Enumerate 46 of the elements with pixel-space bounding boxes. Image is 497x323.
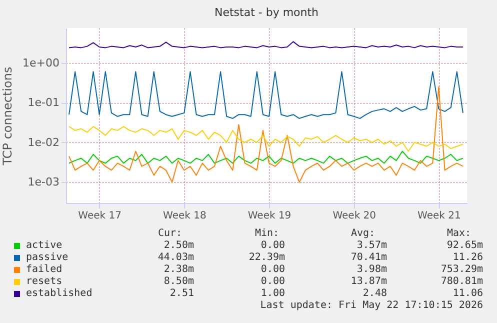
text: 2.51: [170, 288, 194, 300]
text: Max:: [447, 228, 472, 240]
x-tick-label: Week 19: [248, 210, 292, 222]
text: 11.06: [452, 288, 483, 300]
text: 753.29m: [440, 264, 483, 276]
text: 22.39m: [248, 252, 285, 264]
text: 44.03m: [158, 252, 194, 264]
line-series: [68, 126, 464, 152]
y-axis-title: TCP connections: [0, 66, 15, 166]
text: 2.50m: [164, 240, 194, 252]
text: 0.00: [260, 264, 285, 276]
text: Last update: Fri May 22 17:10:15 2026: [260, 300, 483, 312]
y-tick-label: 1e-01: [28, 96, 60, 110]
x-tick-label: Week 20: [332, 210, 376, 222]
text: 0.00: [260, 276, 285, 288]
line-series: [68, 86, 464, 183]
text: 11.26: [452, 252, 483, 264]
line-series: [68, 71, 464, 119]
line-series: [68, 41, 464, 48]
text: 0.00: [260, 240, 285, 252]
x-tick-label: Week 18: [163, 210, 206, 222]
x-tick-label: Week 17: [78, 210, 122, 222]
chart-title: Netstat - by month: [214, 6, 319, 19]
legend-label: failed: [26, 264, 62, 276]
legend-label: resets: [26, 276, 62, 288]
text: 70.41m: [350, 252, 387, 264]
y-tick-label: 1e+00: [22, 56, 60, 70]
text: 3.98m: [356, 264, 387, 276]
line-series: [68, 150, 464, 164]
y-tick-label: 1e-03: [28, 176, 60, 189]
text: 2.38m: [164, 264, 194, 276]
text: 13.87m: [350, 276, 387, 288]
text: 3.57m: [356, 240, 387, 252]
legend-label: passive: [26, 252, 68, 264]
text: Min:: [255, 228, 280, 240]
text: 92.65m: [446, 240, 483, 252]
y-tick-label: 1e-02: [28, 136, 60, 149]
x-tick-label: Week 21: [418, 210, 461, 222]
text: Avg:: [351, 228, 376, 240]
text: 1.00: [260, 288, 285, 300]
text: 780.81m: [440, 276, 483, 288]
text: Cur:: [158, 228, 182, 240]
legend-label: active: [26, 240, 62, 252]
text: 2.48: [362, 288, 387, 300]
legend-label: established: [26, 288, 92, 300]
text: 8.50m: [164, 276, 194, 288]
